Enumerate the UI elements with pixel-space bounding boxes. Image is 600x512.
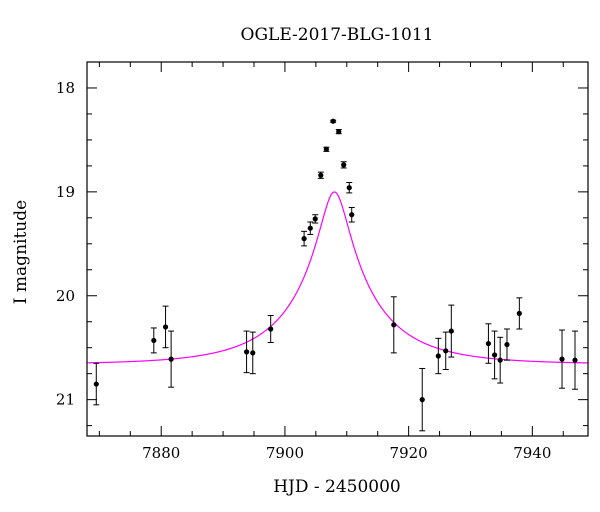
data-point [516,297,523,330]
data-point [243,330,250,374]
point-marker [268,326,274,332]
data-point [335,129,342,135]
data-point [312,214,319,224]
point-marker [504,341,510,348]
x-axis-label: HJD - 2450000 [273,477,401,497]
point-marker [341,162,347,168]
data-point [330,118,337,124]
data-point [301,230,308,247]
point-marker [492,352,498,358]
point-marker [391,322,397,328]
chart-title: OGLE-2017-BLG-1011 [241,25,434,45]
point-marker [448,328,454,334]
point-marker [243,349,250,355]
x-tick-label: 7900 [266,444,304,462]
data-point [249,331,256,375]
data-point [346,182,353,194]
data-point [150,327,157,354]
point-marker [301,236,307,242]
axis-ticks [87,61,588,436]
x-tick-label: 7940 [513,444,551,462]
y-tick-label: 20 [56,287,75,305]
model-curve-layer [86,191,589,364]
x-tick-label: 7920 [390,444,428,462]
axis-tick-labels: 7880 7900 7920 7940 18 19 20 21 [56,79,552,462]
data-point [491,330,498,380]
data-point [340,161,347,169]
x-tick-label: 7880 [142,444,180,462]
data-point [307,221,314,235]
point-marker [443,348,449,354]
point-marker [336,129,342,135]
data-point [485,323,492,364]
point-marker [323,146,329,152]
data-point [323,146,330,152]
data-point [348,206,355,223]
point-marker [346,185,352,191]
point-marker [330,118,336,124]
y-tick-label: 19 [56,183,75,201]
data-points-layer [93,118,579,432]
point-marker [516,310,522,317]
point-marker [151,337,157,344]
data-point [503,328,510,361]
y-axis-label: I magnitude [11,200,31,304]
point-marker [168,356,174,362]
point-marker [349,212,355,218]
data-point [497,336,504,384]
point-marker [250,350,256,356]
point-marker [162,324,169,330]
point-marker [559,356,565,362]
y-tick-label: 18 [56,79,75,97]
data-point [442,331,449,371]
y-tick-label: 21 [56,391,75,409]
point-marker [572,357,578,363]
point-marker [485,340,492,347]
model-curve [86,191,589,364]
point-marker [435,353,441,359]
plot-frame [86,61,589,437]
point-marker [419,397,425,403]
data-point [93,362,100,406]
data-point [435,337,442,375]
data-point [448,304,455,358]
data-point [168,330,175,388]
point-marker [497,357,503,363]
point-marker [318,172,324,178]
point-marker [93,381,99,387]
point-marker [307,225,313,231]
point-marker [312,216,318,222]
data-point [317,171,324,179]
data-point [419,367,426,432]
data-point [267,314,274,343]
data-point [559,329,566,389]
data-point [390,296,397,354]
data-point [162,305,169,349]
data-point [572,330,579,390]
